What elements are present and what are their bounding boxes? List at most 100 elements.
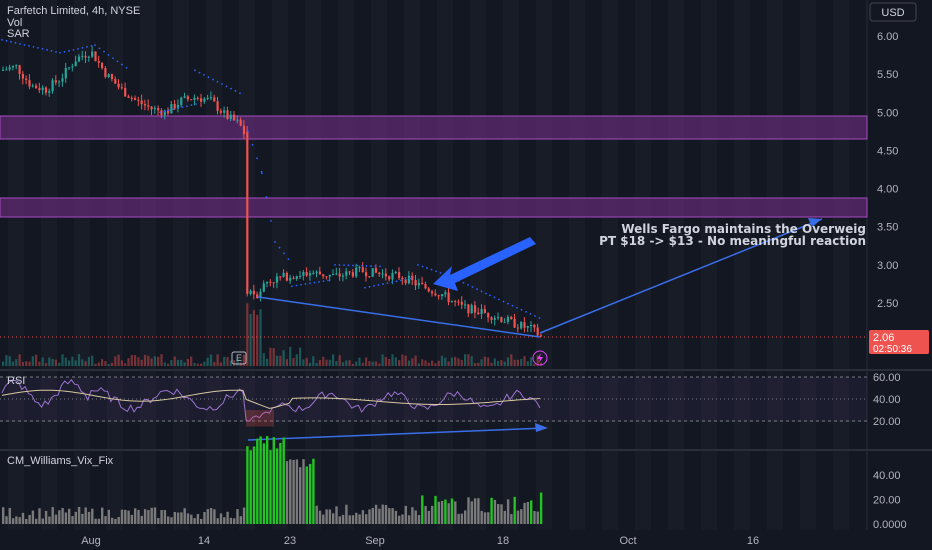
time-axis[interactable]: Aug 14 23 Sep 18 Oct 16 (81, 535, 759, 547)
volume-bar (414, 355, 417, 366)
volume-bar (153, 356, 156, 366)
rsi-trend-line[interactable] (247, 427, 546, 441)
callout-arrow[interactable] (433, 237, 536, 291)
candle-body (526, 326, 529, 328)
annotation-line-2[interactable]: PT $18 -> $13 - No meaningful reaction (599, 234, 866, 248)
vix-bar (206, 509, 209, 524)
vix-bar (533, 511, 536, 524)
vix-bar (5, 516, 8, 524)
sar-dot (270, 219, 272, 222)
rsi-lines (1, 378, 541, 427)
candle-body (417, 282, 420, 286)
sar-dot (46, 48, 48, 51)
candle-body (58, 81, 61, 83)
sar-dot (72, 48, 75, 51)
sar-dot (195, 103, 197, 105)
resistance-zone-upper[interactable] (0, 115, 868, 140)
vix-bar (279, 442, 282, 524)
sar-dot (172, 108, 175, 111)
trend-line-support[interactable] (257, 296, 541, 338)
candle-body (536, 327, 539, 336)
candle-body (335, 273, 338, 275)
candle-body (11, 65, 15, 68)
trend-line-projection[interactable] (539, 218, 823, 334)
candle-body (61, 78, 64, 82)
volume-bar (183, 362, 186, 366)
volume-bar (117, 354, 120, 366)
sar-dot (203, 74, 205, 76)
volume-bar (437, 360, 440, 366)
sar-dot (295, 284, 298, 287)
earnings-badge[interactable] (231, 351, 247, 365)
sar-dot (278, 246, 281, 249)
vix-bar (464, 510, 467, 524)
vix-bar (398, 515, 401, 524)
candle-body (497, 317, 500, 319)
candle-body (483, 309, 486, 313)
news-badge[interactable] (532, 350, 548, 366)
price-tick: 6.00 (877, 31, 898, 43)
vix-bar (299, 467, 302, 524)
volume-bar (318, 360, 321, 366)
rsi-title[interactable]: RSI (7, 375, 25, 387)
sar-dot (112, 57, 114, 60)
volume-bar (381, 354, 384, 366)
vix-title[interactable]: CM_Williams_Vix_Fix (7, 455, 114, 467)
candle-body (114, 79, 117, 84)
sar-dot (63, 50, 66, 53)
currency-button[interactable] (869, 2, 917, 22)
candle-body (68, 67, 71, 69)
volume-bar (341, 362, 345, 366)
price-tick: 3.50 (877, 222, 898, 234)
vix-bar (467, 497, 470, 524)
vix-bar (203, 511, 206, 524)
candle-body (147, 105, 150, 107)
annotation-line-1[interactable]: Wells Fargo maintains the Overweig (621, 222, 866, 236)
volume-bar (64, 357, 67, 366)
vix-bar (434, 495, 437, 524)
volume-bar (216, 354, 219, 366)
vix-bar (322, 514, 325, 524)
sar-dot (409, 277, 411, 280)
candle-body (539, 335, 543, 337)
candle-body (200, 98, 203, 102)
legend-sar[interactable]: SAR (7, 28, 30, 40)
vix-bar (216, 518, 219, 524)
volume-bar (368, 361, 371, 366)
price-tick: 2.50 (877, 298, 898, 310)
resistance-zone-lower[interactable] (0, 197, 868, 218)
price-tick: 4.00 (877, 184, 898, 196)
vix-bar (120, 509, 124, 524)
sar-dot (439, 272, 442, 274)
candle-body (130, 97, 133, 99)
sar-dot (304, 283, 307, 285)
sar-dot (23, 43, 26, 46)
vix-bar (200, 518, 203, 524)
volume-bar (167, 363, 170, 366)
volume-bar (38, 361, 41, 366)
candle-body (110, 74, 114, 80)
price-axis[interactable]: 6.00 5.50 5.00 4.50 4.00 3.50 3.00 2.50 (877, 31, 898, 310)
symbol-title[interactable]: Farfetch Limited, 4h, NYSE (7, 5, 140, 17)
volume-bar (25, 361, 28, 366)
vix-bar (483, 512, 487, 524)
vix-bar (351, 515, 355, 524)
vix-bar (401, 514, 404, 524)
candle-body (332, 274, 335, 276)
volume-bar (308, 362, 312, 366)
vix-bar (450, 498, 454, 524)
candle-body (391, 272, 394, 280)
vix-bar (54, 514, 58, 524)
candle-body (143, 104, 147, 106)
legend-vol[interactable]: Vol (7, 17, 22, 29)
vix-axis[interactable]: 40.00 20.00 0.0000 (873, 470, 907, 531)
candlesticks[interactable] (2, 46, 543, 338)
sar-dot (37, 46, 39, 49)
volume-bar (404, 355, 407, 366)
volume-bar (107, 363, 110, 366)
vix-bar (421, 495, 424, 524)
candle-body (388, 276, 391, 280)
sar-dot (318, 280, 320, 283)
rsi-axis[interactable]: 60.00 40.00 20.00 (873, 372, 901, 428)
